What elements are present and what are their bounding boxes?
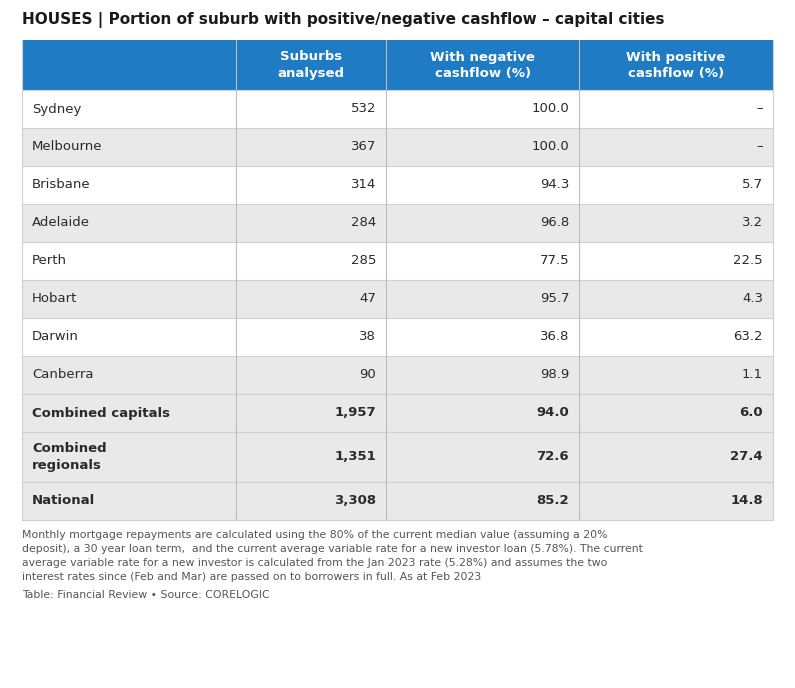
Text: With positive
cashflow (%): With positive cashflow (%)	[626, 50, 726, 80]
Text: 14.8: 14.8	[731, 495, 763, 508]
Text: 77.5: 77.5	[540, 255, 569, 268]
Text: deposit), a 30 year loan term,  and the current average variable rate for a new : deposit), a 30 year loan term, and the c…	[22, 544, 643, 554]
Text: average variable rate for a new investor is calculated from the Jan 2023 rate (5: average variable rate for a new investor…	[22, 558, 607, 568]
Text: 36.8: 36.8	[540, 330, 569, 343]
Text: 4.3: 4.3	[742, 292, 763, 305]
Text: Brisbane: Brisbane	[32, 178, 91, 191]
Text: interest rates since (Feb and Mar) are passed on to borrowers in full. As at Feb: interest rates since (Feb and Mar) are p…	[22, 572, 481, 582]
Text: Combined capitals: Combined capitals	[32, 407, 170, 420]
Text: 85.2: 85.2	[537, 495, 569, 508]
Text: –: –	[756, 103, 763, 116]
Text: 98.9: 98.9	[540, 369, 569, 382]
Bar	[22, 482, 773, 520]
Text: Table: Financial Review • Source: CORELOGIC: Table: Financial Review • Source: CORELO…	[22, 590, 270, 600]
Text: 6.0: 6.0	[739, 407, 763, 420]
Bar	[22, 40, 773, 90]
Text: Hobart: Hobart	[32, 292, 77, 305]
Bar	[22, 128, 773, 166]
Text: 1,957: 1,957	[335, 407, 376, 420]
Text: 94.3: 94.3	[540, 178, 569, 191]
Text: Perth: Perth	[32, 255, 67, 268]
Text: 5.7: 5.7	[742, 178, 763, 191]
Text: With negative
cashflow (%): With negative cashflow (%)	[430, 50, 535, 80]
Text: 1,351: 1,351	[335, 451, 376, 464]
Bar	[22, 242, 773, 280]
Text: National: National	[32, 495, 95, 508]
Text: Suburbs
analysed: Suburbs analysed	[277, 50, 345, 80]
Text: 100.0: 100.0	[532, 140, 569, 153]
Text: 314: 314	[351, 178, 376, 191]
Text: Adelaide: Adelaide	[32, 217, 90, 230]
Text: 1.1: 1.1	[742, 369, 763, 382]
Bar	[22, 432, 773, 482]
Text: 96.8: 96.8	[540, 217, 569, 230]
Text: 90: 90	[359, 369, 376, 382]
Text: 3.2: 3.2	[742, 217, 763, 230]
Text: Melbourne: Melbourne	[32, 140, 103, 153]
Text: 94.0: 94.0	[537, 407, 569, 420]
Bar	[22, 166, 773, 204]
Text: HOUSES | Portion of suburb with positive/negative cashflow – capital cities: HOUSES | Portion of suburb with positive…	[22, 12, 665, 28]
Text: Combined
regionals: Combined regionals	[32, 442, 107, 471]
Text: 27.4: 27.4	[731, 451, 763, 464]
Text: 3,308: 3,308	[334, 495, 376, 508]
Text: 63.2: 63.2	[734, 330, 763, 343]
Text: Sydney: Sydney	[32, 103, 81, 116]
Bar	[22, 204, 773, 242]
Text: 285: 285	[351, 255, 376, 268]
Text: Darwin: Darwin	[32, 330, 79, 343]
Bar	[22, 356, 773, 394]
Text: 22.5: 22.5	[733, 255, 763, 268]
Text: Canberra: Canberra	[32, 369, 94, 382]
Bar	[22, 394, 773, 432]
Text: 72.6: 72.6	[537, 451, 569, 464]
Text: 95.7: 95.7	[540, 292, 569, 305]
Text: 38: 38	[359, 330, 376, 343]
Text: –: –	[756, 140, 763, 153]
Bar	[22, 318, 773, 356]
Text: 367: 367	[351, 140, 376, 153]
Text: 100.0: 100.0	[532, 103, 569, 116]
Text: Monthly mortgage repayments are calculated using the 80% of the current median v: Monthly mortgage repayments are calculat…	[22, 530, 607, 540]
Text: 47: 47	[359, 292, 376, 305]
Text: 284: 284	[351, 217, 376, 230]
Bar	[22, 280, 773, 318]
Text: 532: 532	[351, 103, 376, 116]
Bar	[22, 90, 773, 128]
